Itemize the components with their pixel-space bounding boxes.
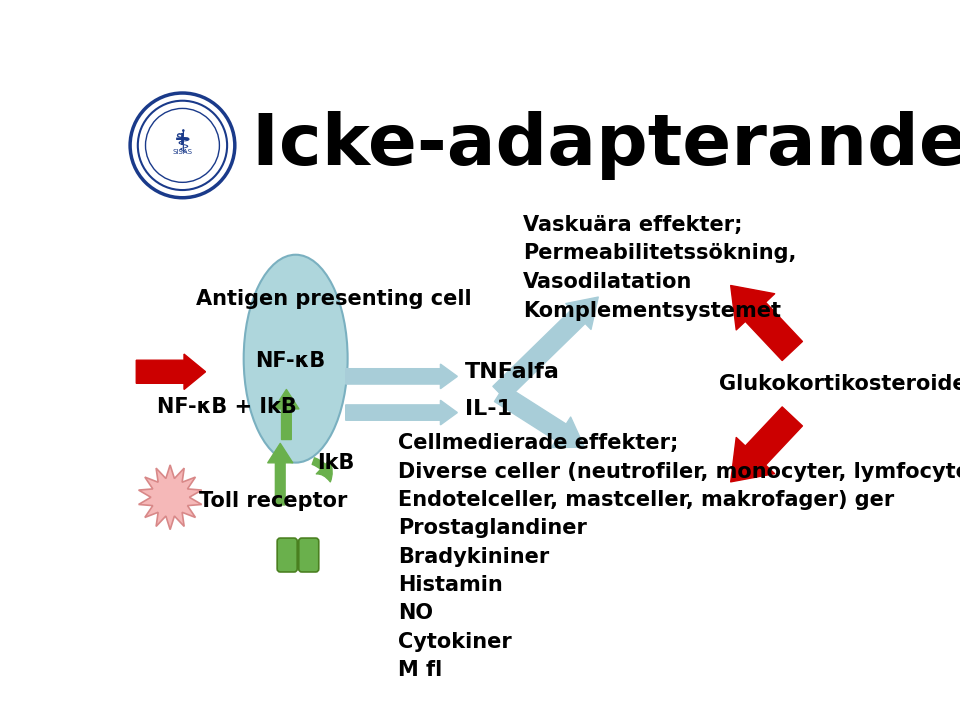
Text: NF-κB: NF-κB (254, 351, 325, 371)
Text: Vaskuära effekter;
Permeabilitetssökning,
Vasodilatation
Komplementsystemet: Vaskuära effekter; Permeabilitetssökning… (523, 215, 796, 321)
FancyBboxPatch shape (299, 538, 319, 572)
Text: Glukokortikosteroider: Glukokortikosteroider (719, 374, 960, 394)
Text: IL-1: IL-1 (465, 399, 513, 419)
FancyArrow shape (346, 364, 457, 389)
Text: Cellmedierade effekter;
Diverse celler (neutrofiler, monocyter, lymfocyter
Endot: Cellmedierade effekter; Diverse celler (… (398, 434, 960, 680)
Text: Toll receptor: Toll receptor (200, 491, 348, 511)
FancyArrow shape (136, 354, 205, 390)
Text: SISAS: SISAS (173, 149, 192, 154)
Text: Antigen presenting cell: Antigen presenting cell (196, 289, 471, 309)
Text: +: + (174, 129, 191, 149)
FancyBboxPatch shape (277, 538, 298, 572)
FancyArrow shape (346, 400, 457, 425)
Text: ⚕: ⚕ (174, 129, 191, 159)
Text: Icke-adapterande reaktion: Icke-adapterande reaktion (252, 111, 960, 180)
Ellipse shape (244, 255, 348, 463)
Text: TNFalfa: TNFalfa (465, 362, 560, 382)
Polygon shape (138, 465, 202, 530)
Text: IkB: IkB (317, 453, 354, 473)
Text: NF-κB + IkB: NF-κB + IkB (157, 397, 297, 417)
